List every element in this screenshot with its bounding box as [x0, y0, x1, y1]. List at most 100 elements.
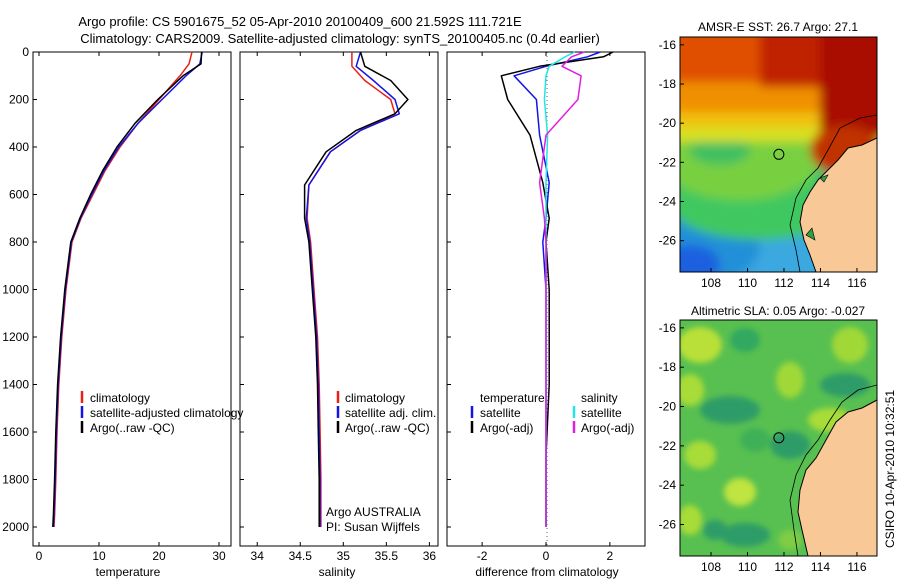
map-x-tick-label: 108 — [701, 560, 721, 574]
salinity-xlabel: salinity — [319, 565, 356, 579]
salinity-panel: 34 34.5 35 35.5 36 salinity climatology sate… — [239, 51, 439, 579]
sst-map-panel: AMSR-E SST: 26.7 Argo: 27.1 — [659, 20, 878, 290]
temperature-panel: 0 200 400 600 800 1000 1200 1400 1600 1800 2000 0 1… — [2, 45, 243, 579]
sst-isobath — [789, 114, 877, 272]
y-tick-label: 200 — [9, 93, 29, 107]
x-tick-label: 34.5 — [289, 549, 313, 563]
series-line-satellite — [52, 51, 203, 528]
legend-temperature-heading: temperature — [480, 391, 545, 405]
legend-argo: Argo(..raw -QC) — [345, 421, 430, 435]
figure-title-line2: Climatology: CARS2009. Satellite-adjuste… — [80, 31, 600, 46]
x-tick-label: 0 — [543, 549, 550, 563]
difference-xlabel: difference from climatology — [475, 565, 618, 579]
difference-legend: temperature satellite Argo(-adj) salinit… — [470, 391, 634, 435]
salinity-axes-frame — [239, 51, 439, 547]
x-tick-label: 2 — [607, 549, 614, 563]
y-tick-label: 0 — [22, 45, 29, 59]
map-y-tick-label: -18 — [659, 360, 677, 374]
sla-map-frame — [679, 319, 878, 557]
y-tick-label: 800 — [9, 235, 29, 249]
map-y-tick-label: -26 — [659, 234, 677, 248]
y-tick-label: 1800 — [2, 473, 29, 487]
legend-salinity-argo: Argo(-adj) — [581, 421, 634, 435]
map-x-tick-label: 116 — [847, 276, 866, 290]
series-line-argo — [52, 51, 203, 528]
legend-temperature-argo: Argo(-adj) — [480, 421, 533, 435]
map-y-tick-label: -22 — [659, 439, 677, 453]
x-tick-label: 36 — [423, 549, 437, 563]
map-x-tick-label: 110 — [738, 276, 757, 290]
y-tick-label: 1200 — [2, 330, 29, 344]
legend-temperature-satellite: satellite — [480, 406, 521, 420]
sst-map-frame — [679, 36, 878, 273]
credit-label: CSIRO 10-Apr-2010 10:32:51 — [883, 390, 897, 548]
map-y-tick-label: -20 — [659, 400, 677, 414]
temperature-y-ticks: 0 200 400 600 800 1000 1200 1400 1600 1800 2000 — [2, 45, 37, 534]
legend-salinity-satellite: satellite — [581, 406, 622, 420]
x-tick-label: 35 — [337, 549, 351, 563]
salinity-lines — [303, 51, 409, 527]
series-line-argo — [303, 51, 409, 527]
x-tick-label: -2 — [477, 549, 488, 563]
sst-coast-detail — [805, 174, 829, 241]
legend-climatology: climatology — [345, 391, 405, 405]
map-x-tick-label: 116 — [847, 560, 866, 574]
map-y-tick-label: -26 — [659, 518, 677, 532]
difference-lines — [500, 51, 614, 527]
y-tick-label: 400 — [9, 140, 29, 154]
map-x-tick-label: 108 — [701, 276, 721, 290]
sst-land — [799, 137, 877, 272]
sst-y-ticks: -16 -18 -20 -22 -24 -26 — [659, 38, 684, 248]
map-y-tick-label: -16 — [659, 38, 677, 52]
sst-argo-marker — [773, 148, 785, 160]
y-tick-label: 1600 — [2, 425, 29, 439]
figure-title-line1: Argo profile: CS 5901675_52 05-Apr-2010 … — [78, 14, 522, 29]
map-y-tick-label: -16 — [659, 321, 677, 335]
temperature-legend: climatology satellite-adjusted climatolo… — [80, 391, 243, 435]
temperature-xlabel: temperature — [96, 565, 161, 579]
difference-x-ticks: -2 0 2 — [447, 51, 614, 563]
legend-satellite: satellite adj. clim. — [345, 406, 436, 420]
legend-salinity-heading: salinity — [581, 391, 618, 405]
y-tick-label: 600 — [9, 188, 29, 202]
x-tick-label: 20 — [152, 549, 166, 563]
map-x-tick-label: 110 — [738, 560, 757, 574]
sla-map-panel: Altimetric SLA: 0.05 Argo: -0.027 — [659, 304, 878, 574]
x-tick-label: 30 — [212, 549, 226, 563]
y-tick-label: 1000 — [2, 283, 29, 297]
map-y-tick-label: -20 — [659, 116, 677, 130]
x-tick-label: 35.5 — [375, 549, 399, 563]
sla-map-title: Altimetric SLA: 0.05 Argo: -0.027 — [691, 304, 865, 318]
series-line-satellite — [305, 51, 401, 527]
map-y-tick-label: -24 — [659, 195, 677, 209]
legend-climatology: climatology — [90, 391, 150, 405]
temperature-x-ticks: 0 10 20 30 — [36, 52, 226, 563]
temperature-lines — [52, 51, 203, 528]
series-line-climatology — [53, 51, 193, 528]
map-y-tick-label: -24 — [659, 478, 677, 492]
legend-satellite: satellite-adjusted climatology — [90, 406, 243, 420]
x-tick-label: 0 — [36, 549, 43, 563]
map-y-tick-label: -18 — [659, 77, 677, 91]
difference-panel: -2 0 2 difference from climatology tempera… — [446, 51, 646, 579]
map-y-tick-label: -22 — [659, 155, 677, 169]
y-tick-label: 1400 — [2, 378, 29, 392]
sla-map-field — [680, 320, 877, 556]
sla-argo-marker — [773, 432, 785, 444]
map-x-tick-label: 114 — [811, 276, 830, 290]
x-tick-label: 34 — [251, 549, 265, 563]
sst-map-title: AMSR-E SST: 26.7 Argo: 27.1 — [698, 20, 858, 34]
sst-x-ticks: 108 110 112 114 116 — [701, 268, 867, 290]
salinity-annotation-line2: PI: Susan Wijffels — [326, 520, 420, 534]
sla-isobath — [789, 384, 877, 556]
map-x-tick-label: 112 — [774, 560, 793, 574]
salinity-x-ticks: 34 34.5 35 35.5 36 — [240, 51, 437, 563]
sla-x-ticks: 108 110 112 114 116 — [701, 552, 867, 574]
map-x-tick-label: 112 — [774, 276, 793, 290]
sst-map-field — [680, 37, 877, 272]
sla-land — [797, 399, 877, 556]
salinity-annotation-line1: Argo AUSTRALIA — [326, 505, 421, 519]
sla-y-ticks: -16 -18 -20 -22 -24 -26 — [659, 321, 684, 532]
temperature-axes-frame — [32, 51, 232, 547]
